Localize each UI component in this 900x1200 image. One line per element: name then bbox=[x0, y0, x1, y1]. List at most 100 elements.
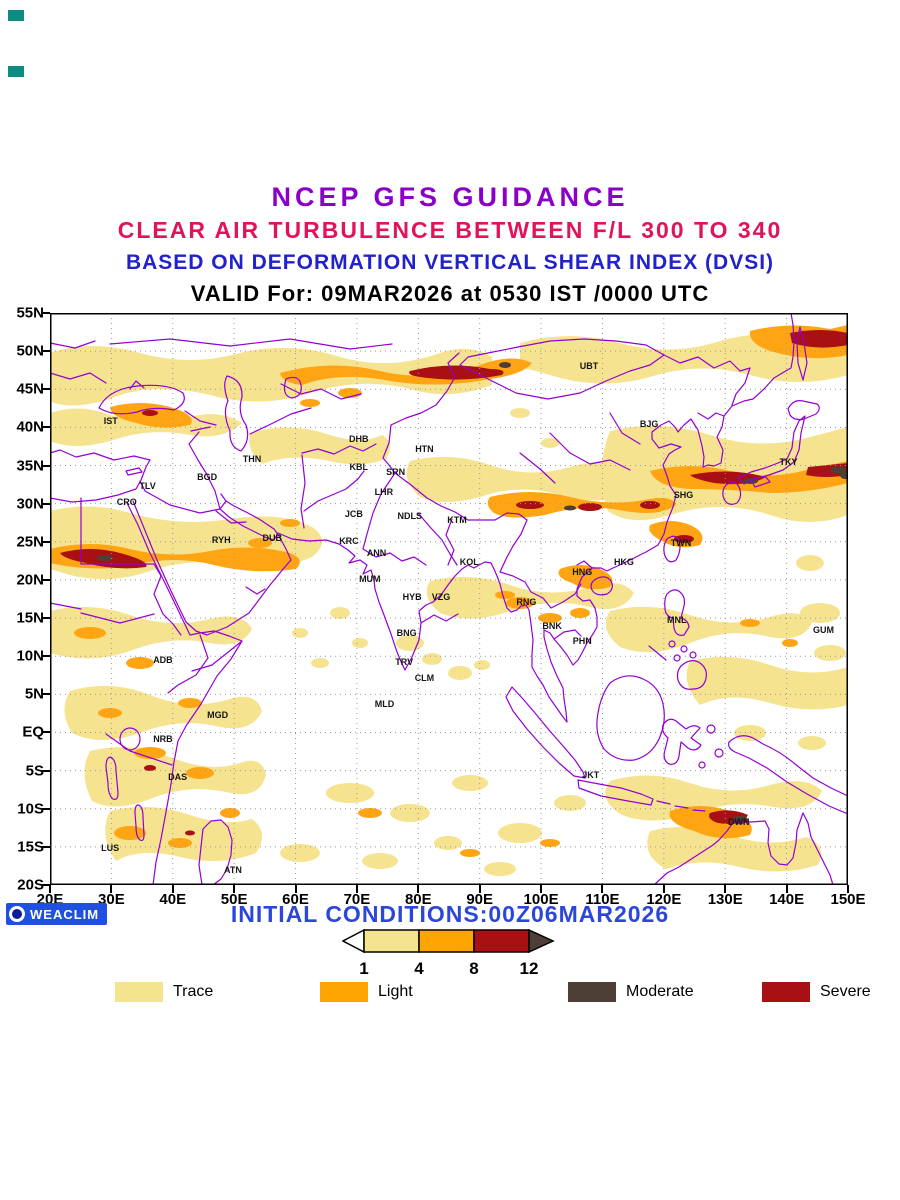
axis-tick bbox=[478, 885, 481, 893]
legend-label: Light bbox=[378, 983, 413, 1000]
axis-tick bbox=[42, 426, 50, 429]
station-label-hkg: HKG bbox=[613, 556, 634, 567]
station-label-clm: CLM bbox=[414, 673, 435, 684]
lon-label: 150E bbox=[830, 891, 866, 908]
legend-swatch bbox=[762, 982, 810, 1002]
station-label-ktm: KTM bbox=[447, 514, 467, 525]
title-product: CLEAR AIR TURBULENCE BETWEEN F/L 300 TO … bbox=[117, 217, 783, 243]
lat-label: 25N bbox=[16, 533, 44, 551]
station-label-mgd: MGD bbox=[207, 709, 229, 720]
lat-label: 30N bbox=[16, 495, 44, 513]
axis-tick bbox=[42, 312, 50, 314]
legend-item-moderate: Moderate bbox=[568, 982, 694, 1002]
station-label-thn: THN bbox=[242, 454, 262, 465]
lon-label: 40E bbox=[159, 891, 187, 908]
station-label-jcb: JCB bbox=[344, 509, 363, 520]
axis-tick bbox=[417, 885, 420, 893]
station-label-dub: DUB bbox=[262, 532, 282, 543]
lat-label: 35N bbox=[16, 457, 44, 475]
intensity-scale-bar: 1 4 8 12 bbox=[342, 929, 555, 978]
station-label-mnl: MNL bbox=[666, 614, 687, 625]
corner-mark bbox=[8, 10, 24, 21]
axis-tick bbox=[110, 885, 113, 893]
axis-tick bbox=[42, 731, 50, 734]
title-model: NCEP GFS GUIDANCE bbox=[271, 182, 629, 212]
axis-tick bbox=[847, 885, 849, 893]
legend-swatch bbox=[568, 982, 616, 1002]
turbulence-shading-layer bbox=[50, 325, 848, 876]
svg-text:4: 4 bbox=[414, 959, 424, 978]
lon-label: 50E bbox=[220, 891, 248, 908]
lat-label: 5S bbox=[25, 762, 44, 780]
station-label-nrb: NRB bbox=[153, 734, 173, 745]
coastlines-borders-layer bbox=[50, 313, 848, 885]
lat-label: 40N bbox=[16, 418, 44, 436]
weaclim-logo: WEACLIM bbox=[6, 903, 108, 925]
axis-tick bbox=[42, 578, 50, 581]
station-label-tky: TKY bbox=[779, 456, 798, 467]
station-label-kol: KOL bbox=[459, 556, 479, 567]
station-label-kbl: KBL bbox=[349, 462, 369, 473]
legend-item-severe: Severe bbox=[762, 982, 871, 1002]
axis-tick bbox=[355, 885, 358, 893]
station-label-bng: BNG bbox=[396, 628, 417, 639]
station-label-bnk: BNK bbox=[542, 620, 562, 631]
lat-label: 10S bbox=[17, 800, 44, 818]
lon-label: 140E bbox=[769, 891, 805, 908]
lon-label: 110E bbox=[585, 891, 620, 908]
lon-label: 60E bbox=[282, 891, 309, 908]
map-panel bbox=[50, 313, 848, 885]
station-label-ist: IST bbox=[103, 415, 118, 426]
legend-row: Trace Light Moderate Severe bbox=[0, 982, 900, 1008]
lat-label: 15N bbox=[16, 609, 44, 627]
station-label-adb: ADB bbox=[153, 655, 173, 665]
station-label-tlv: TLV bbox=[139, 481, 156, 492]
station-label-phn: PHN bbox=[572, 635, 592, 646]
axis-tick bbox=[42, 617, 50, 620]
station-label-lus: LUS bbox=[101, 842, 120, 853]
station-label-hng: HNG bbox=[572, 566, 593, 577]
lat-label: 50N bbox=[16, 342, 44, 360]
axis-tick bbox=[724, 885, 727, 893]
axis-tick bbox=[662, 885, 665, 893]
lat-label: EQ bbox=[22, 723, 44, 741]
station-label-bgd: BGD bbox=[197, 471, 218, 482]
initial-conditions-text: INITIAL CONDITIONS:00Z06MAR2026 bbox=[230, 901, 670, 927]
station-label-ubt: UBT bbox=[579, 361, 599, 372]
map-frame bbox=[50, 313, 848, 885]
legend-label: Severe bbox=[820, 983, 871, 1000]
legend-item-trace: Trace bbox=[115, 982, 213, 1002]
axis-tick bbox=[601, 885, 604, 893]
weaclim-logo-text: WEACLIM bbox=[30, 906, 100, 922]
lon-label: 80E bbox=[404, 891, 432, 908]
axis-tick bbox=[233, 885, 236, 893]
legend-label: Trace bbox=[173, 983, 214, 1000]
axis-tick bbox=[42, 350, 50, 353]
lat-label: 20S bbox=[17, 876, 44, 894]
station-label-srn: SRN bbox=[386, 466, 406, 477]
lon-label: 120E bbox=[646, 891, 682, 908]
axis-tick bbox=[42, 807, 50, 810]
axis-tick bbox=[785, 885, 788, 893]
axis-tick bbox=[42, 884, 50, 886]
axis-tick bbox=[294, 885, 297, 893]
svg-text:1: 1 bbox=[359, 959, 368, 978]
lat-label: 20N bbox=[16, 571, 44, 589]
title-valid-time: VALID For: 09MAR2026 at 0530 IST /0000 U… bbox=[190, 281, 710, 306]
axis-tick bbox=[49, 885, 51, 893]
station-label-bjg: BJG bbox=[639, 419, 659, 430]
station-label-twn: TWN bbox=[670, 537, 692, 548]
title-method: BASED ON DEFORMATION VERTICAL SHEAR INDE… bbox=[125, 251, 775, 274]
station-label-lhr: LHR bbox=[374, 487, 394, 498]
lat-label: 5N bbox=[24, 685, 44, 703]
station-label-mum: MUM bbox=[359, 574, 381, 585]
lat-label: 10N bbox=[16, 647, 44, 665]
station-label-trv: TRV bbox=[395, 657, 414, 668]
axis-tick bbox=[171, 885, 174, 893]
station-label-das: DAS bbox=[168, 772, 188, 783]
station-label-cro: CRO bbox=[116, 497, 137, 508]
axis-tick bbox=[42, 540, 50, 543]
station-label-ryh: RYH bbox=[211, 535, 231, 546]
axis-tick bbox=[42, 769, 50, 772]
